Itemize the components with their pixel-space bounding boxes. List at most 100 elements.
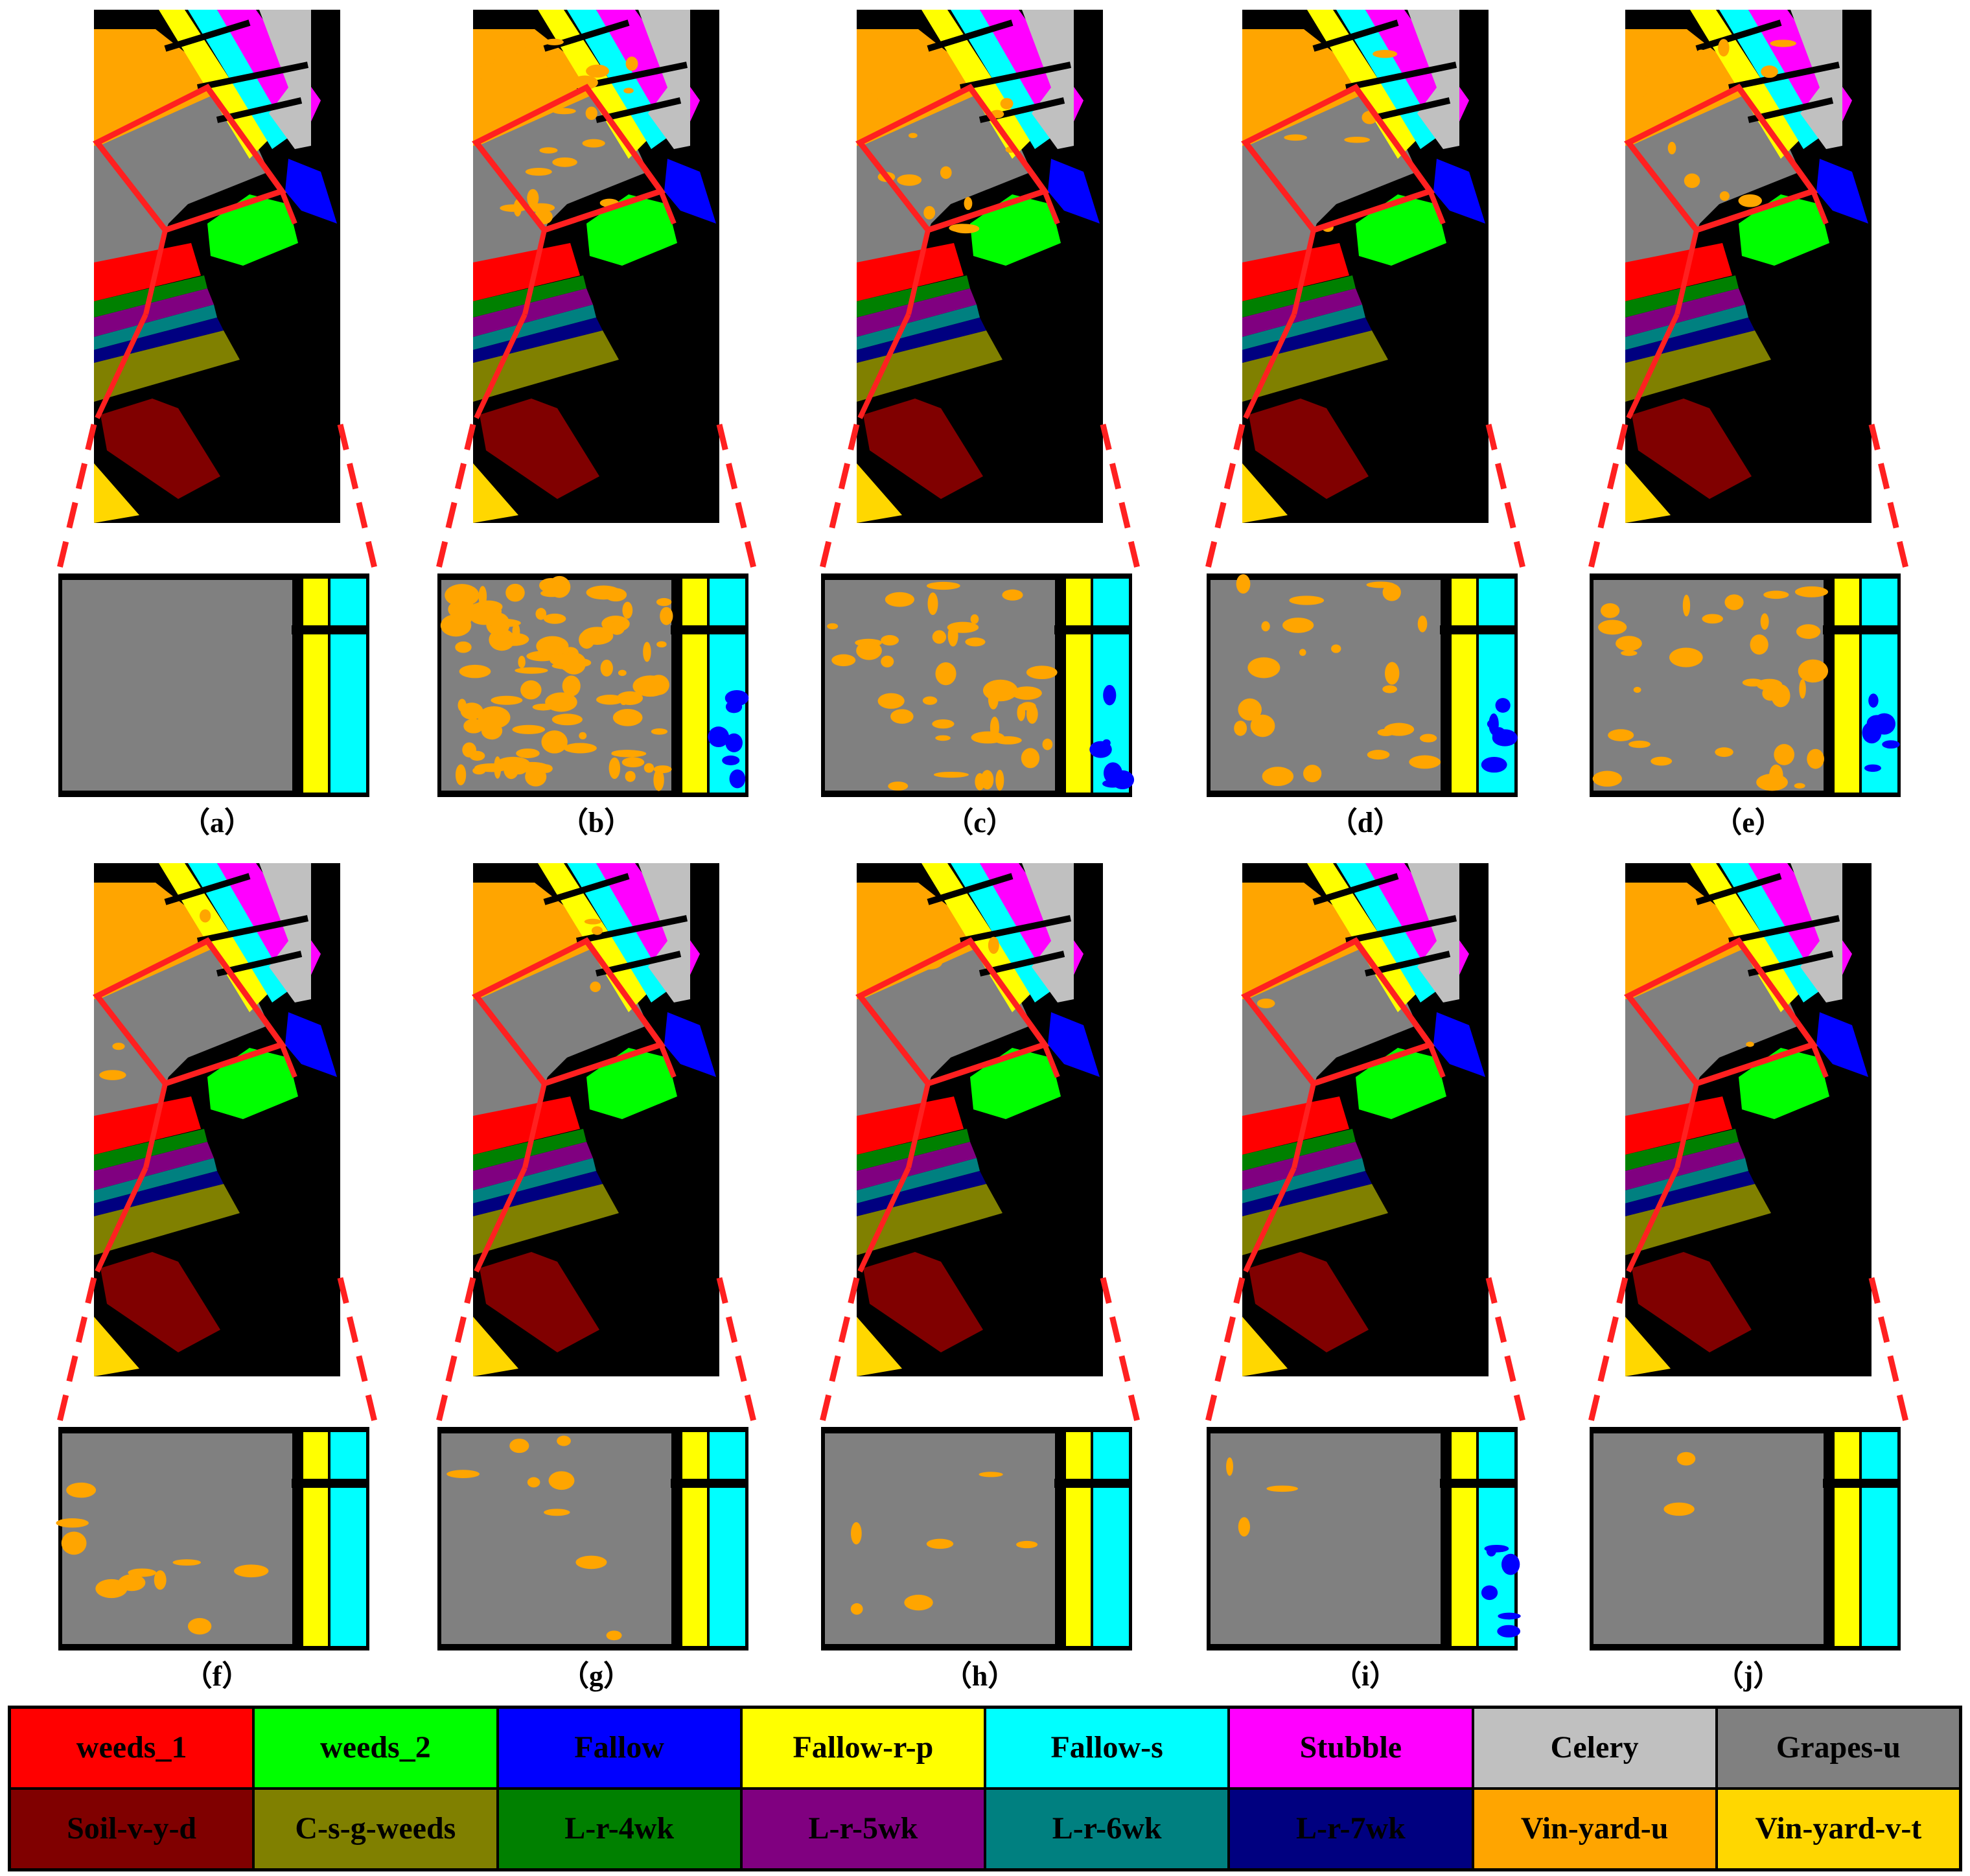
zoom-misclassified-patch <box>1377 728 1395 736</box>
region-soil-v-y-d <box>100 1252 220 1352</box>
zoom-grapes-u <box>1211 1433 1441 1644</box>
zoom-region-edge <box>906 1083 931 1168</box>
zoom-misclassified-patch <box>1042 738 1053 750</box>
zoom-region-edge <box>1811 190 1829 225</box>
zoom-misclassified-patch <box>548 1471 575 1490</box>
region-fallow <box>285 159 337 224</box>
region-fallow <box>664 159 716 224</box>
region-vinyard-v-t <box>1242 463 1288 523</box>
region-weeds-2 <box>970 1048 1061 1119</box>
legend-item-l-r-5wk: L-r-5wk <box>741 1789 985 1870</box>
misclassified-patch <box>1770 40 1796 47</box>
region-vinyard-v-t <box>94 463 139 523</box>
zoom-fallow-noise <box>1501 1553 1520 1575</box>
field-border <box>1312 873 1399 905</box>
zoom-region-edge <box>1626 1166 1680 1273</box>
zoom-misclassified-patch <box>579 732 587 740</box>
zoom-misclassified-patch <box>455 764 467 785</box>
zoom-region-edge <box>143 1083 168 1168</box>
zoom-connector-right <box>1100 423 1142 575</box>
region-fallow <box>664 1012 716 1077</box>
misclassified-patch <box>625 56 638 71</box>
zoom-fallow-r-p <box>1066 1432 1091 1646</box>
zoom-fallow-noise <box>708 726 730 748</box>
zoom-connector-right <box>1485 423 1527 575</box>
zoom-misclassified-patch <box>1367 750 1390 760</box>
region-weeds-2 <box>970 194 1061 266</box>
zoom-misclassified-patch <box>1794 586 1829 597</box>
zoom-fallow-r-p <box>303 1432 328 1646</box>
zoom-region-edge <box>1292 229 1316 315</box>
misclassified-patch <box>940 166 952 179</box>
misclassified-patch <box>1684 173 1700 189</box>
zoom-fallow-r-p <box>682 579 707 793</box>
region-fallow <box>1816 1012 1868 1077</box>
zoom-misclassified-patch <box>234 1564 269 1578</box>
zoom-misclassified-patch <box>1760 613 1769 630</box>
misclassified-patch <box>496 57 521 71</box>
zoom-misclassified-patch <box>1651 756 1673 766</box>
zoom-connector-left <box>1203 423 1246 575</box>
zoom-fallow-noise <box>1089 741 1112 758</box>
misclassified-patch <box>1694 49 1709 67</box>
zoom-misclassified-patch <box>971 731 1005 744</box>
misclassified-patch <box>1344 137 1371 143</box>
zoom-fallow-r-p <box>1452 1432 1476 1646</box>
zoom-misclassified-patch <box>463 719 484 734</box>
region-grapes-u-inner <box>1630 941 1800 1077</box>
zoom-region-edge <box>1042 1043 1060 1078</box>
region-c-s-g-weeds <box>94 1184 240 1255</box>
zoom-misclassified-patch <box>1236 574 1251 594</box>
zoom-connector-right <box>337 423 379 575</box>
field-border <box>959 62 1072 91</box>
zoom-misclassified-patch <box>596 694 624 705</box>
region-weeds-1 <box>473 243 580 301</box>
region-l-r-6wk <box>1625 305 1748 350</box>
panel-caption: （j） <box>1715 1660 1782 1692</box>
zoom-misclassified-patch <box>1366 581 1395 588</box>
zoom-fallow-noise <box>724 689 749 706</box>
zoom-connector-right <box>716 1277 758 1428</box>
region-weeds-2 <box>1739 194 1829 266</box>
zoom-connector-left <box>818 423 860 575</box>
zoom-misclassified-patch <box>455 641 472 653</box>
field-border <box>1695 873 1782 905</box>
zoom-misclassified-patch <box>154 1570 167 1590</box>
zoom-misclassified-patch <box>1303 765 1322 783</box>
region-c-s-g-weeds <box>857 330 1002 402</box>
zoom-misclassified-patch <box>1702 614 1723 624</box>
region-weeds-2 <box>1356 194 1446 266</box>
zoom-connector-right <box>337 1277 379 1428</box>
zoom-misclassified-patch <box>95 1579 128 1599</box>
zoom-field-border <box>671 625 748 634</box>
zoom-panel <box>1207 1427 1521 1650</box>
zoom-misclassified-patch <box>1017 704 1026 721</box>
field-border <box>1345 62 1457 91</box>
zoom-misclassified-patch <box>543 613 566 624</box>
region-weeds-1 <box>857 1096 964 1155</box>
zoom-misclassified-patch <box>527 1477 540 1488</box>
region-l-r-6wk <box>94 1158 217 1203</box>
zoom-region-edge <box>906 229 931 315</box>
zoom-misclassified-patch <box>1715 747 1733 758</box>
field-border <box>196 62 309 91</box>
zoom-misclassified-patch <box>1282 618 1314 633</box>
misclassified-patch <box>933 82 944 98</box>
zoom-misclassified-patch <box>539 764 553 773</box>
zoom-connector-right <box>1485 1277 1527 1428</box>
zoom-misclassified-patch <box>926 581 960 590</box>
zoom-misclassified-patch <box>1750 634 1768 655</box>
region-celery <box>1790 863 1842 1002</box>
misclassified-patch <box>1257 998 1275 1008</box>
zoom-fallow-noise <box>1103 684 1117 706</box>
zoom-region-edge <box>1674 229 1699 315</box>
region-fallow <box>1048 1012 1100 1077</box>
zoom-misclassified-patch <box>612 709 643 726</box>
misclassified-patch <box>923 205 936 220</box>
zoom-fallow-r-p <box>1066 579 1091 793</box>
region-celery <box>259 10 311 149</box>
zoom-misclassified-patch <box>536 636 569 656</box>
region-l-r-5wk <box>857 1142 977 1190</box>
zoom-connector-left <box>1586 1277 1628 1428</box>
zoom-misclassified-patch <box>1382 685 1397 693</box>
